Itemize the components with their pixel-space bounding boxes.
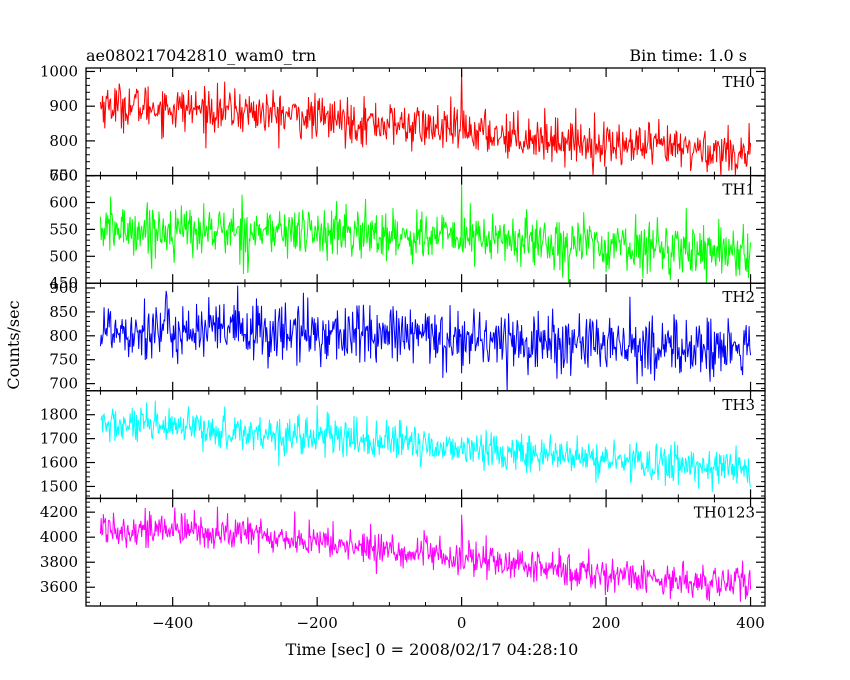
- y-tick-label: 600: [49, 194, 78, 212]
- y-tick-label: 4200: [40, 503, 78, 521]
- series-line-th0: [99, 69, 752, 176]
- chart-title: ae080217042810_wam0_trn: [86, 46, 316, 65]
- y-tick-label: 3600: [40, 578, 78, 596]
- panel-label: TH1: [722, 181, 755, 199]
- y-tick-label: 900: [49, 279, 78, 297]
- y-tick-label: 900: [49, 97, 78, 115]
- y-tick-label: 3800: [40, 553, 78, 571]
- panel-th1: 450 500 550 600 650 TH1: [49, 167, 766, 292]
- y-tick-label: 4000: [40, 528, 78, 546]
- y-tick-label: 500: [49, 247, 78, 265]
- y-tick-label: 800: [49, 132, 78, 150]
- y-tick-label: 550: [49, 220, 78, 238]
- panel-frame: [85, 390, 766, 500]
- series-line-th0123: [99, 506, 752, 602]
- panel-label: TH0123: [694, 503, 755, 521]
- panels-group: 700 800 900 1000 TH0 450 500 550 600 650 TH1 700 750…: [40, 62, 766, 632]
- y-tick-label: 850: [49, 303, 78, 321]
- y-tick-label: 1700: [40, 430, 78, 448]
- y-tick-label: 1500: [40, 477, 78, 495]
- x-tick-label: −200: [297, 614, 338, 632]
- panel-label: TH2: [722, 288, 755, 306]
- y-tick-label: 650: [49, 167, 78, 185]
- x-tick-label: 400: [736, 614, 765, 632]
- x-tick-label: 200: [592, 614, 621, 632]
- y-tick-label: 800: [49, 327, 78, 345]
- panel-frame: [85, 497, 766, 607]
- x-axis-label: Time [sec] 0 = 2008/02/17 04:28:10: [286, 640, 579, 659]
- bin-time-label: Bin time: 1.0 s: [629, 46, 747, 65]
- series-line-th3: [100, 400, 752, 493]
- y-tick-label: 1000: [40, 62, 78, 80]
- y-tick-label: 1800: [40, 406, 78, 424]
- y-axis-label: Counts/sec: [4, 300, 23, 389]
- series-line-th1: [99, 180, 752, 284]
- y-tick-label: 700: [49, 375, 78, 393]
- panel-label: TH3: [722, 396, 755, 414]
- panel-th0: 700 800 900 1000 TH0: [40, 62, 766, 185]
- y-tick-label: 700: [49, 167, 78, 185]
- y-tick-label: 750: [49, 351, 78, 369]
- panel-th3: 1500 1600 1700 1800 TH3: [40, 390, 766, 500]
- y-tick-label: 1600: [40, 454, 78, 472]
- panel-th0123: 3600 3800 4000 4200 TH0123: [40, 497, 766, 607]
- y-tick-label: 450: [49, 274, 78, 292]
- panel-label: TH0: [722, 73, 755, 91]
- panel-th2: 700 750 800 850 900 TH2: [49, 279, 766, 393]
- series-line-th2: [99, 285, 752, 391]
- x-tick-label: 0: [457, 614, 467, 632]
- x-tick-label: −400: [152, 614, 193, 632]
